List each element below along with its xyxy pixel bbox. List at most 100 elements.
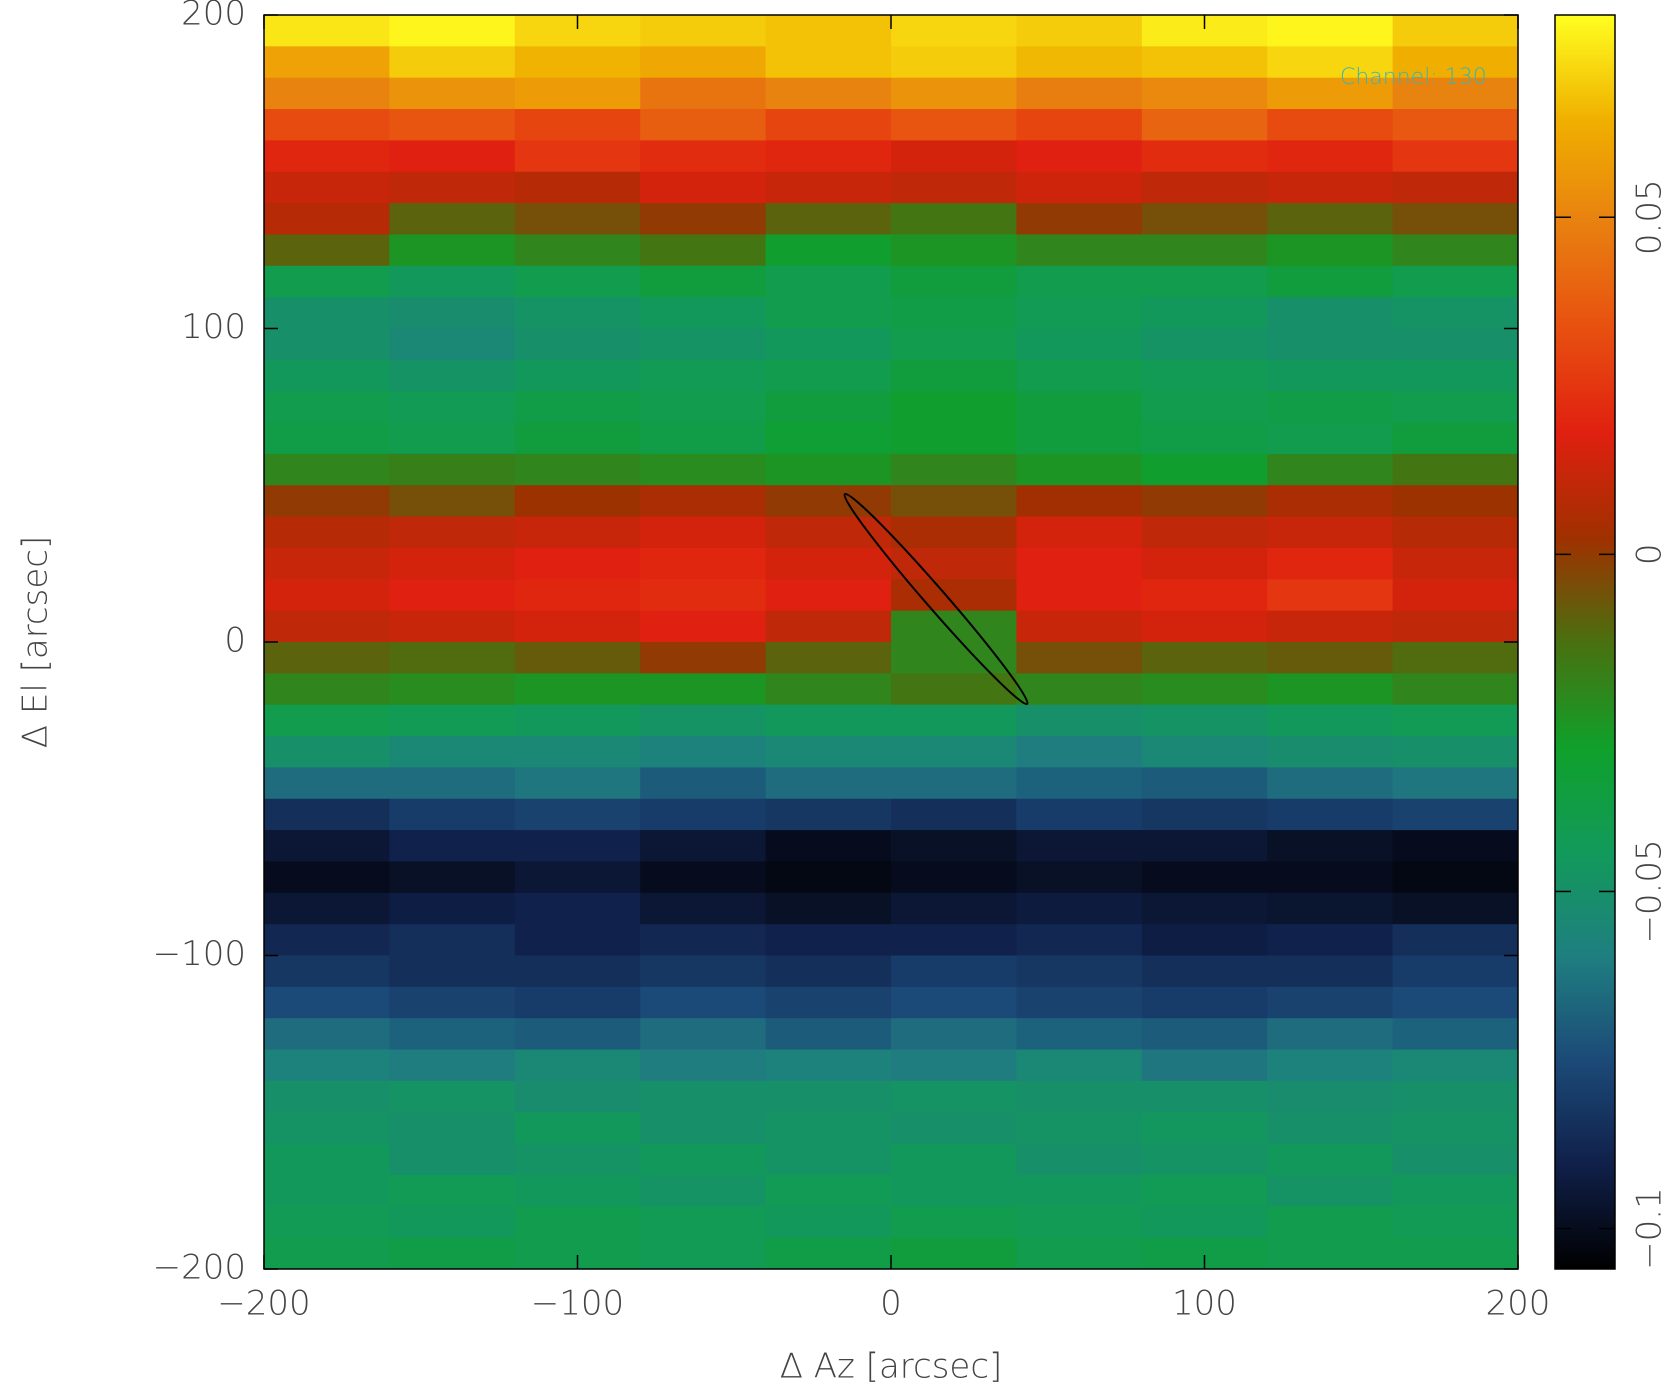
heatmap-cell [264,297,390,329]
heatmap-cell [640,46,767,79]
heatmap-cell [1016,453,1143,486]
heatmap-cell [264,265,390,298]
heatmap-cell [514,171,641,204]
heatmap-cell [514,109,641,141]
heatmap-cell [389,1112,516,1145]
heatmap-cell [765,171,892,204]
heatmap-cell [1267,516,1394,549]
heatmap-cell [389,485,516,518]
heatmap-cell [1392,1049,1519,1082]
heatmap-cell [1392,15,1519,47]
heatmap-cell [1141,391,1268,424]
heatmap-cell [640,328,767,361]
heatmap-cell [514,861,641,894]
heatmap-cell [1267,15,1394,47]
heatmap-cell [1392,1112,1519,1145]
heatmap-cell [389,46,516,79]
heatmap-cell [891,516,1017,549]
x-tick-label: 200 [1486,1284,1551,1324]
heatmap-cell [640,171,767,204]
x-tick-label: −100 [531,1284,624,1324]
heatmap-cell [389,892,516,925]
heatmap-cell [1016,642,1143,674]
heatmap-cell [640,955,767,988]
y-axis-label: Δ El [arcsec] [16,536,56,748]
heatmap-cell [891,359,1017,392]
heatmap-cell [1392,46,1519,79]
heatmap-cell [1267,453,1394,486]
heatmap-cell [264,234,390,267]
heatmap-cell [389,77,516,110]
heatmap-cell [1267,359,1394,392]
heatmap-cell [640,704,767,737]
heatmap-cell [1016,986,1143,1019]
heatmap-cell [264,1049,390,1082]
heatmap-cell [640,15,767,47]
heatmap-cell [514,453,641,486]
heatmap-cell [765,1112,892,1145]
heatmap-cell [765,422,892,455]
heatmap-cell [1267,297,1394,329]
heatmap-cell [1267,830,1394,862]
heatmap-cell [264,892,390,925]
heatmap-cell [1141,642,1268,674]
heatmap-cell [1392,1143,1519,1176]
heatmap-cell [1392,297,1519,329]
heatmap-cell [1141,547,1268,580]
heatmap-cell [1016,265,1143,298]
heatmap-cell [514,1080,641,1113]
heatmap-cell [891,673,1017,706]
heatmap-cell [891,736,1017,768]
heatmap-cell [1016,422,1143,455]
heatmap-cell [514,1174,641,1207]
heatmap-cell [1392,736,1519,768]
heatmap-cell [891,265,1017,298]
heatmap-cell [1141,704,1268,737]
heatmap-cell [1392,610,1519,643]
heatmap-cell [1141,610,1268,643]
heatmap-cell [765,516,892,549]
heatmap-cell [891,1206,1017,1239]
heatmap-cell [264,767,390,800]
heatmap-cell [514,767,641,800]
heatmap-cell [1267,140,1394,173]
heatmap-cell [640,830,767,862]
heatmap-cell [640,391,767,424]
heatmap-cell [264,704,390,737]
heatmap-cell [1016,1018,1143,1051]
heatmap-cell [1392,767,1519,800]
heatmap-cell [1016,391,1143,424]
heatmap-cell [1267,892,1394,925]
heatmap-cell [891,861,1017,894]
heatmap-cell [1392,673,1519,706]
heatmap-cell [765,1206,892,1239]
heatmap-cell [1016,1080,1143,1113]
heatmap-cell [514,642,641,674]
heatmap-cell [389,203,516,235]
heatmap-cell [1141,1174,1268,1207]
heatmap-cell [1267,579,1394,612]
heatmap-cell [264,46,390,79]
heatmap-cell [1016,485,1143,518]
heatmap-cell [1267,547,1394,580]
heatmap-cell [891,15,1017,47]
heatmap-cell [389,453,516,486]
heatmap-cell [264,1237,390,1270]
heatmap-cell [1141,109,1268,141]
heatmap-cell [514,1112,641,1145]
heatmap-cell [640,1237,767,1270]
heatmap-cell [891,46,1017,79]
heatmap-cell [640,297,767,329]
heatmap-cell [1141,892,1268,925]
heatmap-cell [264,203,390,235]
heatmap-cell [514,955,641,988]
heatmap-cell [1267,391,1394,424]
heatmap-cell [389,391,516,424]
heatmap-cell [514,892,641,925]
heatmap-cell [1016,1143,1143,1176]
heatmap-cell [514,704,641,737]
heatmap-cell [1392,77,1519,110]
x-tick-label: −200 [217,1284,310,1324]
heatmap-cell [1392,861,1519,894]
heatmap-cell [1016,46,1143,79]
